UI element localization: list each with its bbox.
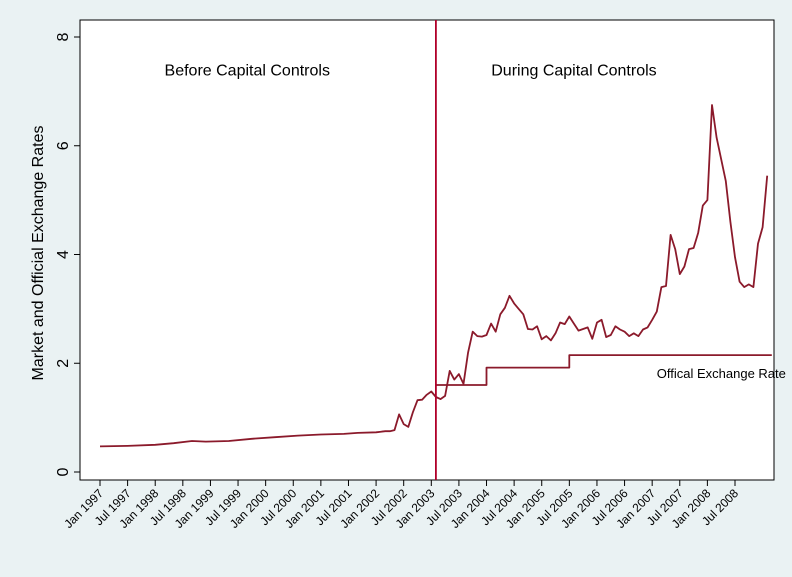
y-tick-label: 8 xyxy=(55,32,72,41)
market-rate-line xyxy=(99,104,769,448)
plot-area xyxy=(79,19,775,481)
y-tick-label: 2 xyxy=(55,359,72,368)
y-tick-label: 6 xyxy=(55,141,72,150)
y-tick-label: 4 xyxy=(55,250,72,259)
official-rate-line xyxy=(435,354,772,386)
y-tick-label: 0 xyxy=(55,467,72,476)
region-label: Before Capital Controls xyxy=(165,63,330,80)
region-label: During Capital Controls xyxy=(491,63,656,80)
y-axis-title: Market and Official Exchange Rates xyxy=(30,126,47,381)
official-rate-annotation: Offical Exchange Rate xyxy=(657,366,786,381)
